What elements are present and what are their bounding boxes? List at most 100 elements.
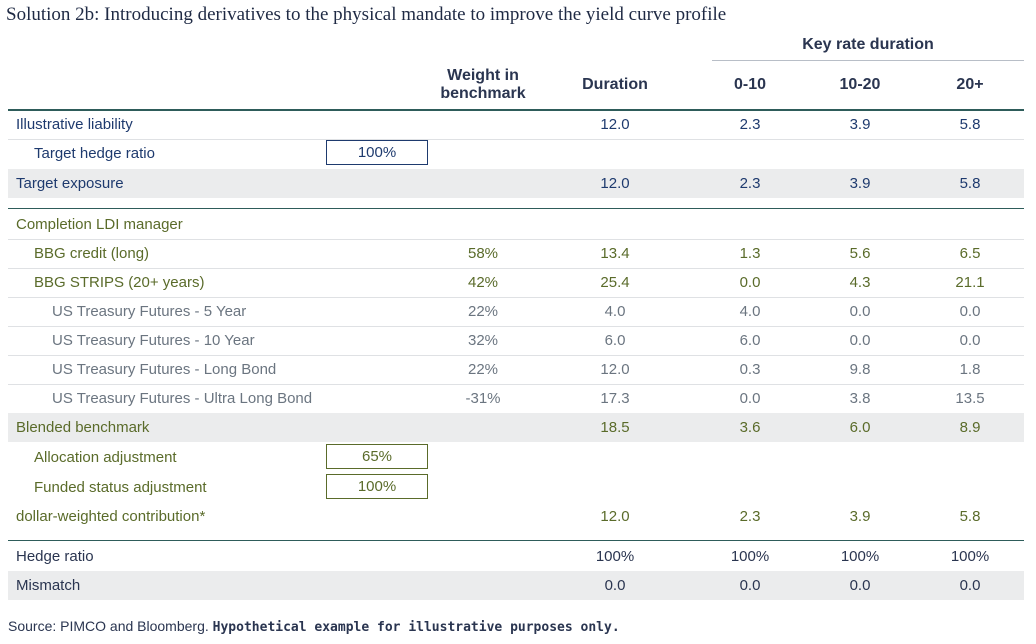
cell-20-plus: 0.0 (959, 332, 981, 349)
table-row-hedge-ratio: Hedge ratio 100% 100% 100% 100% (8, 542, 1024, 571)
cell-duration: 6.0 (604, 332, 626, 349)
cell-0-10: 0.0 (739, 274, 761, 291)
table-row-target-hedge-ratio: Target hedge ratio 100% (8, 139, 1024, 168)
row-label: Funded status adjustment (34, 479, 207, 496)
col-header-weight: Weight in benchmark (440, 67, 526, 102)
cell-0-10: 6.0 (739, 332, 761, 349)
cell-10-20: 6.0 (849, 419, 871, 436)
allocation-adjustment-box: 65% (326, 444, 428, 469)
cell-duration: 100% (595, 548, 635, 565)
cell-duration: 12.0 (600, 508, 630, 525)
table-row-target-exposure: Target exposure 12.0 2.3 3.9 5.8 (8, 169, 1024, 198)
cell-0-10: 4.0 (739, 303, 761, 320)
header-rule (8, 109, 1024, 111)
cell-20-plus: 1.8 (959, 361, 981, 378)
cell-0-10: 0.0 (739, 577, 761, 594)
cell-10-20: 3.9 (849, 116, 871, 133)
row-label: Allocation adjustment (34, 449, 177, 466)
table-row-mismatch: Mismatch 0.0 0.0 0.0 0.0 (8, 571, 1024, 600)
row-label: Mismatch (16, 577, 81, 594)
col-header-0-10: 0-10 (733, 76, 767, 93)
cell-20-plus: 13.5 (955, 390, 985, 407)
table-row-futures-5-year: US Treasury Futures - 5 Year 22% 4.0 4.0… (8, 297, 1024, 327)
cell-10-20: 3.9 (849, 175, 871, 192)
cell-10-20: 100% (840, 548, 880, 565)
row-label: US Treasury Futures - Ultra Long Bond (52, 390, 313, 407)
cell-10-20: 3.9 (849, 508, 871, 525)
cell-weight: 32% (467, 332, 499, 349)
col-header-10-20: 10-20 (839, 76, 881, 93)
cell-20-plus: 0.0 (959, 577, 981, 594)
table-row-futures-long-bond: US Treasury Futures - Long Bond 22% 12.0… (8, 355, 1024, 385)
cell-duration: 17.3 (600, 390, 630, 407)
cell-weight: 42% (467, 274, 499, 291)
cell-10-20: 0.0 (849, 332, 871, 349)
row-label: Hedge ratio (16, 548, 94, 565)
cell-duration: 18.5 (600, 419, 630, 436)
cell-0-10: 0.3 (739, 361, 761, 378)
cell-10-20: 4.3 (849, 274, 871, 291)
cell-10-20: 9.8 (849, 361, 871, 378)
table-row-futures-ultra-long-bond: US Treasury Futures - Ultra Long Bond -3… (8, 384, 1024, 413)
cell-duration: 12.0 (600, 361, 630, 378)
cell-duration: 0.0 (604, 577, 626, 594)
funded-status-adjustment-box: 100% (326, 474, 428, 499)
cell-20-plus: 100% (950, 548, 990, 565)
key-rate-underline (712, 60, 1024, 61)
cell-20-plus: 0.0 (959, 303, 981, 320)
cell-0-10: 0.0 (739, 390, 761, 407)
cell-0-10: 1.3 (739, 245, 761, 262)
row-label: Illustrative liability (16, 116, 133, 133)
cell-20-plus: 5.8 (959, 175, 981, 192)
target-hedge-ratio-box: 100% (326, 140, 428, 165)
page-title: Solution 2b: Introducing derivatives to … (6, 4, 727, 25)
cell-duration: 25.4 (600, 274, 630, 291)
cell-weight: 58% (467, 245, 499, 262)
row-label: Target hedge ratio (34, 145, 155, 162)
cell-duration: 12.0 (600, 116, 630, 133)
table-row-futures-10-year: US Treasury Futures - 10 Year 32% 6.0 6.… (8, 326, 1024, 356)
row-label: dollar-weighted contribution* (16, 508, 206, 525)
cell-10-20: 0.0 (849, 303, 871, 320)
col-header-20-plus: 20+ (956, 76, 984, 93)
source-text: Source: PIMCO and Bloomberg. (8, 618, 209, 634)
table-row-illustrative-liability: Illustrative liability 12.0 2.3 3.9 5.8 (8, 110, 1024, 140)
cell-20-plus: 8.9 (959, 419, 981, 436)
cell-20-plus: 5.8 (959, 508, 981, 525)
cell-20-plus: 5.8 (959, 116, 981, 133)
row-label: BBG STRIPS (20+ years) (34, 274, 205, 291)
cell-0-10: 3.6 (739, 419, 761, 436)
table-row-funded-status-adjustment: Funded status adjustment 100% (8, 473, 1024, 502)
cell-10-20: 3.8 (849, 390, 871, 407)
table-row-completion-manager: Completion LDI manager (8, 210, 1024, 240)
cell-weight: -31% (465, 390, 501, 407)
key-rate-duration-header: Key rate duration (802, 36, 934, 53)
disclaimer-text: Hypothetical example for illustrative pu… (212, 620, 620, 635)
cell-duration: 13.4 (600, 245, 630, 262)
table-row-bbg-credit: BBG credit (long) 58% 13.4 1.3 5.6 6.5 (8, 239, 1024, 269)
cell-10-20: 5.6 (849, 245, 871, 262)
row-label: Completion LDI manager (16, 216, 183, 233)
table-row-blended-benchmark: Blended benchmark 18.5 3.6 6.0 8.9 (8, 413, 1024, 442)
cell-weight: 22% (467, 303, 499, 320)
col-header-duration: Duration (582, 76, 648, 93)
row-label: Target exposure (16, 175, 124, 192)
row-label: US Treasury Futures - 10 Year (52, 332, 255, 349)
cell-0-10: 2.3 (739, 175, 761, 192)
source-note: Source: PIMCO and Bloomberg. Hypothetica… (8, 618, 620, 635)
row-label: BBG credit (long) (34, 245, 150, 262)
row-label: US Treasury Futures - 5 Year (52, 303, 247, 320)
cell-10-20: 0.0 (849, 577, 871, 594)
cell-0-10: 2.3 (739, 508, 761, 525)
cell-0-10: 100% (730, 548, 770, 565)
cell-20-plus: 6.5 (959, 245, 981, 262)
table-row-allocation-adjustment: Allocation adjustment 65% (8, 443, 1024, 472)
cell-20-plus: 21.1 (955, 274, 985, 291)
cell-weight: 22% (467, 361, 499, 378)
cell-0-10: 2.3 (739, 116, 761, 133)
cell-duration: 12.0 (600, 175, 630, 192)
section-rule (8, 540, 1024, 541)
table-row-dollar-weighted-contribution: dollar-weighted contribution* 12.0 2.3 3… (8, 502, 1024, 531)
cell-duration: 4.0 (604, 303, 626, 320)
table-row-bbg-strips: BBG STRIPS (20+ years) 42% 25.4 0.0 4.3 … (8, 268, 1024, 298)
